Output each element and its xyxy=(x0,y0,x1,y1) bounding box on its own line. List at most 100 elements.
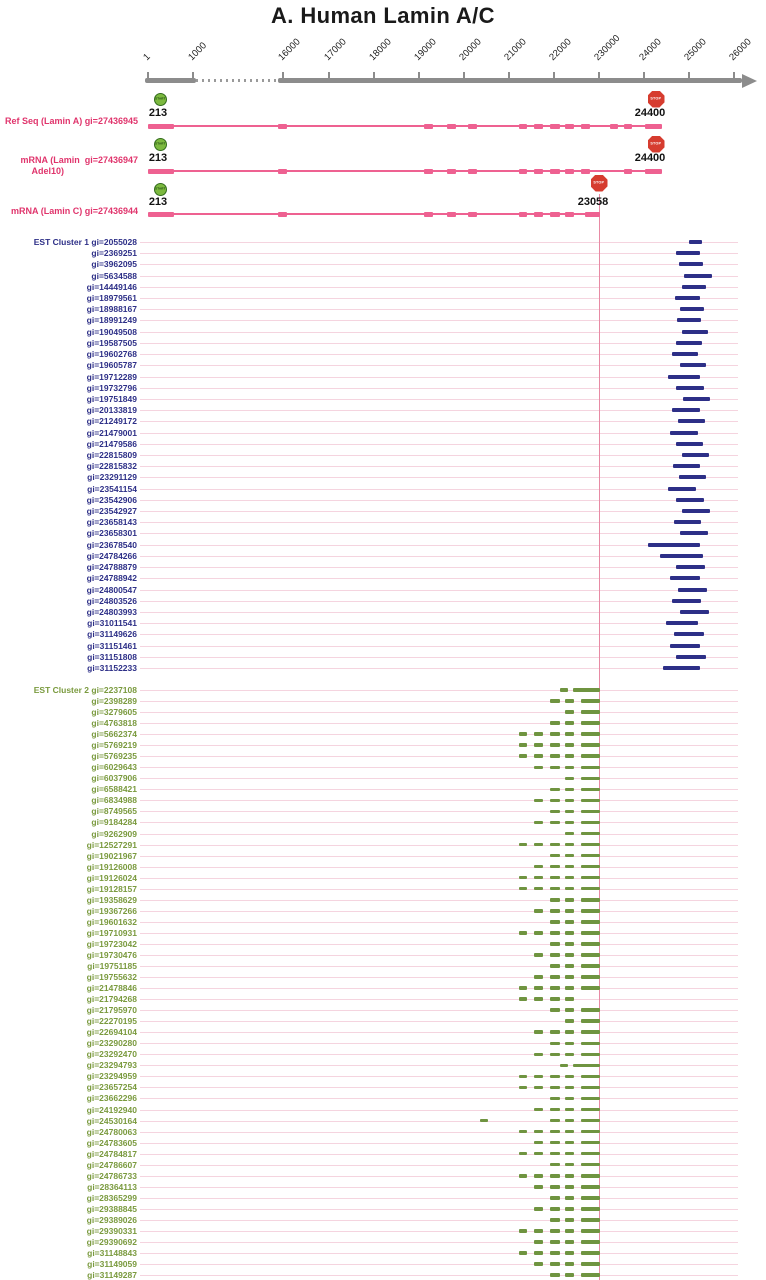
est-alignment-bar xyxy=(581,898,600,902)
est-alignment-bar xyxy=(565,964,574,968)
est-alignment-bar xyxy=(534,1174,543,1178)
start-position-label: 213 xyxy=(148,152,168,164)
est-alignment-bar xyxy=(534,743,543,747)
est-row-line xyxy=(140,298,738,300)
est-row-line xyxy=(140,611,738,613)
est-row-label: gi=19732796 xyxy=(86,382,137,393)
est-alignment-bar xyxy=(684,273,712,278)
est-alignment-bar xyxy=(565,1118,574,1123)
est-alignment-bar xyxy=(565,1174,574,1178)
exon-block xyxy=(610,123,618,129)
est-row-line xyxy=(140,1264,738,1266)
est-row-line xyxy=(140,1021,738,1023)
est-alignment-bar xyxy=(565,920,574,924)
est-alignment-bar xyxy=(565,798,574,803)
est-alignment-bar xyxy=(550,1273,560,1277)
est-row-label: gi=5769235 xyxy=(91,751,137,762)
est-alignment-bar xyxy=(666,621,698,626)
stop-codon-text: STOP xyxy=(650,142,662,146)
est-alignment-bar xyxy=(534,1251,543,1255)
est-alignment-bar xyxy=(550,842,560,847)
est-row-label: EST Cluster 2 gi=2237108 xyxy=(33,685,137,695)
stop-codon-text: STOP xyxy=(593,181,605,185)
est-row-label: gi=22270195 xyxy=(86,1016,137,1027)
est-alignment-bar xyxy=(565,864,574,869)
est-alignment-bar xyxy=(534,798,543,803)
est-alignment-bar xyxy=(519,986,527,990)
est-alignment-bar xyxy=(519,997,527,1001)
est-row-line xyxy=(140,432,738,434)
est-row-label: gi=29390692 xyxy=(86,1237,137,1247)
est-alignment-bar xyxy=(581,1262,600,1266)
est-row-label: gi=3279605 xyxy=(91,707,137,718)
exon-block xyxy=(624,123,632,129)
est-alignment-bar xyxy=(676,565,705,570)
est-row-label: gi=23294793 xyxy=(86,1060,137,1071)
est-row-line xyxy=(140,264,738,266)
est-row-line xyxy=(140,833,738,835)
est-alignment-bar xyxy=(534,1085,543,1090)
est-alignment-bar xyxy=(534,997,543,1001)
est-alignment-bar xyxy=(565,1151,574,1156)
est-row-label: gi=22815809 xyxy=(86,449,137,460)
est-row-line xyxy=(140,309,738,311)
est-row-line xyxy=(140,745,738,747)
axis-tick xyxy=(688,72,690,78)
est-row-label: gi=24780063 xyxy=(86,1126,137,1137)
est-alignment-bar xyxy=(565,875,574,880)
est-alignment-bar xyxy=(534,1030,543,1034)
est-alignment-bar xyxy=(565,776,574,781)
est-row-line xyxy=(140,499,738,501)
est-alignment-bar xyxy=(581,1185,600,1189)
est-row-label: gi=20133819 xyxy=(86,405,137,416)
est-alignment-bar xyxy=(679,475,706,480)
est-alignment-bar xyxy=(550,1240,560,1244)
est-row-label: gi=5662374 xyxy=(91,729,137,740)
est-alignment-bar xyxy=(550,864,560,869)
start-codon-icon: START xyxy=(153,137,167,151)
est-alignment-bar xyxy=(581,909,600,913)
est-alignment-bar xyxy=(550,1008,560,1012)
axis-tick xyxy=(643,72,645,78)
est-alignment-bar xyxy=(581,864,600,869)
est-row-line xyxy=(140,398,738,400)
est-alignment-bar xyxy=(550,875,560,880)
est-alignment-bar xyxy=(550,1185,560,1189)
est-row-line xyxy=(140,1230,738,1232)
est-alignment-bar xyxy=(581,1118,600,1123)
est-alignment-bar xyxy=(534,1074,543,1079)
est-alignment-bar xyxy=(550,1107,560,1112)
est-row-line xyxy=(140,1197,738,1199)
stop-position-label: 24400 xyxy=(634,107,666,119)
exon-block xyxy=(519,123,527,129)
figure-title: A. Human Lamin A/C xyxy=(271,3,495,28)
est-alignment-bar xyxy=(550,1129,560,1134)
est-alignment-bar xyxy=(670,430,698,435)
est-row-label: gi=19021967 xyxy=(86,850,137,861)
est-alignment-bar xyxy=(689,240,702,244)
est-alignment-bar xyxy=(581,1019,600,1023)
est-alignment-bar xyxy=(560,1063,568,1068)
est-alignment-bar xyxy=(550,809,560,814)
est-row-label: gi=5634588 xyxy=(91,270,137,281)
est-row-line xyxy=(140,477,738,479)
est-row-line xyxy=(140,811,738,813)
axis-tick xyxy=(598,72,600,78)
est-row-line xyxy=(140,988,738,990)
est-row-label: gi=24803993 xyxy=(86,606,137,617)
exon-block xyxy=(585,211,600,217)
est-alignment-bar xyxy=(581,886,600,891)
axis-line xyxy=(145,78,196,83)
est-row-line xyxy=(140,723,738,725)
est-alignment-bar xyxy=(534,1129,543,1134)
est-alignment-bar xyxy=(565,721,574,725)
est-alignment-bar xyxy=(581,1041,600,1046)
est-row-line xyxy=(140,667,738,669)
est-alignment-bar xyxy=(581,1151,600,1156)
est-row-line xyxy=(140,421,738,423)
start-codon-text: START xyxy=(154,97,166,101)
exon-block xyxy=(624,168,632,174)
est-row-label: gi=9262909 xyxy=(91,828,137,839)
est-alignment-bar xyxy=(534,875,543,880)
axis-tick-label: 18000 xyxy=(367,36,394,63)
